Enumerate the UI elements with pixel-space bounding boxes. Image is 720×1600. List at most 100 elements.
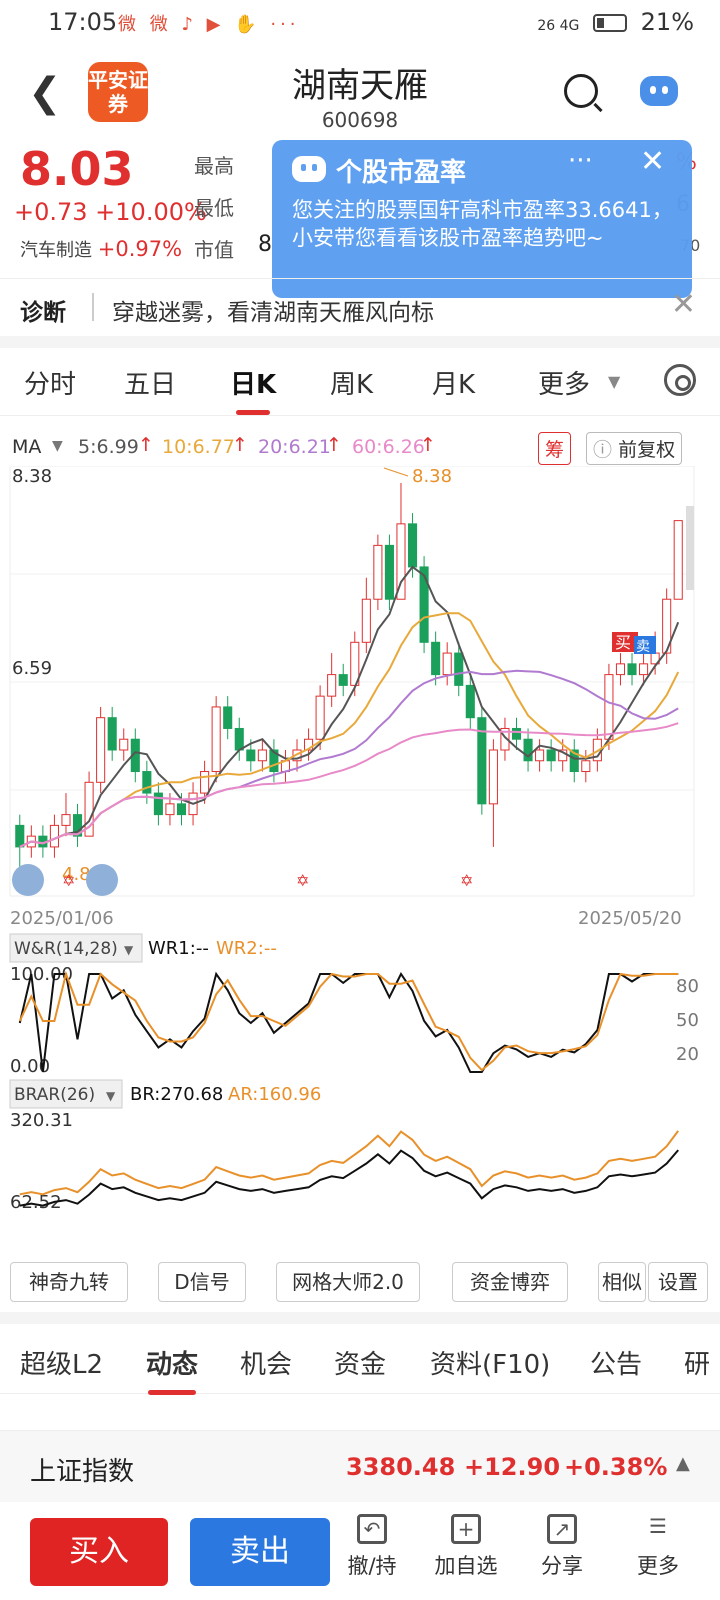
adjust-button[interactable]: ⓘ 前复权 (586, 432, 683, 465)
candle (15, 824, 25, 848)
ar-line (19, 1130, 679, 1196)
cancel-hold-button[interactable]: ↶ 撤/持 (332, 1514, 412, 1580)
candle (511, 727, 522, 740)
tab-research[interactable]: 研 (684, 1350, 711, 1380)
divider (92, 293, 94, 321)
cancel-hold-label: 撤/持 (347, 1554, 397, 1578)
up-arrow-icon: ↑ (232, 434, 248, 456)
candle (211, 706, 221, 773)
main-chart-frame (9, 466, 695, 897)
chart-scrollbar[interactable] (686, 506, 694, 590)
star-icon: ✡ (460, 871, 473, 890)
sell-tag-label: 卖 (636, 639, 650, 655)
diagnosis-close-button[interactable]: ✕ (670, 287, 696, 322)
diagnosis-text: 穿越迷雾，看清湖南天雁风向标 (112, 300, 434, 326)
trade-action-bar: 买入 卖出 ↶ 撤/持 + 加自选 ↗ 分享 ☰ 更多 (0, 1502, 720, 1600)
robot-icon (292, 156, 326, 182)
more-button[interactable]: ☰ 更多 (618, 1514, 698, 1580)
add-watchlist-button[interactable]: + 加自选 (426, 1514, 506, 1580)
tool-d-signal[interactable]: D信号 (158, 1262, 246, 1302)
candle (107, 717, 117, 751)
up-arrow-icon: ↑ (138, 434, 154, 456)
brar-bottom-label: 62.52 (10, 1192, 62, 1213)
wr-bottom-label: 0.00 (10, 1056, 50, 1077)
gear-icon[interactable] (664, 364, 696, 396)
tab-news[interactable]: 动态 (146, 1344, 198, 1395)
last-price: 8.03 (20, 142, 134, 196)
share-button[interactable]: ↗ 分享 (522, 1514, 602, 1580)
candle (454, 652, 464, 686)
ma5-value: 5:6.99 (78, 436, 139, 458)
quote-panel: 8.03 +0.73 +10.00% 汽车制造 +0.97% 最高 最低 市值 … (0, 140, 720, 276)
popup-more-button[interactable]: ··· (568, 146, 593, 176)
battery-icon (593, 14, 628, 32)
ma-lines-group (19, 565, 680, 848)
wr1-value: WR1:-- (148, 938, 209, 959)
chip-button[interactable]: 筹 (538, 432, 572, 465)
low-label: 最低 (194, 196, 234, 220)
assistant-robot-icon[interactable] (640, 76, 678, 106)
tab-weekly-k[interactable]: 周K (330, 370, 374, 400)
sector-change: +0.97% (97, 237, 183, 261)
tab-f10[interactable]: 资料(F10) (430, 1350, 551, 1380)
candle (673, 520, 683, 600)
star-icon: ✡ (296, 871, 309, 890)
y-mid-label: 6.59 (12, 658, 52, 679)
tool-capital-game[interactable]: 资金博弈 (452, 1262, 568, 1302)
tab-five-day[interactable]: 五日 (124, 370, 177, 400)
back-icon[interactable]: ❮ (28, 70, 62, 116)
tab-monthly-k[interactable]: 月K (432, 370, 476, 400)
brar-selector[interactable] (9, 1079, 123, 1109)
tool-similar[interactable]: 相似 (598, 1262, 646, 1302)
index-ticker[interactable]: 上证指数 3380.48 +12.90 +0.38% ▲ (0, 1430, 720, 1502)
wr-label: W&R(14,28) (14, 939, 118, 959)
more-label: 更多 (637, 1554, 679, 1578)
kline-chart[interactable]: 8.38 6.59 8.38 4.81 ✡ ✡ ✡ 买 卖 2025/01/06… (0, 466, 720, 1256)
ma5-line (19, 565, 680, 848)
candle (384, 544, 394, 600)
tool-settings[interactable]: 设置 (648, 1262, 708, 1302)
ma-label[interactable]: MA (12, 436, 42, 458)
tab-capital[interactable]: 资金 (334, 1350, 387, 1380)
candle (615, 663, 626, 676)
candle (604, 674, 614, 740)
tab-opportunity[interactable]: 机会 (240, 1350, 293, 1380)
pe-ratio-popup[interactable]: 个股市盈率 ··· ✕ 您关注的股票国轩高科市盈率33.6641，小安带您看看该… (272, 140, 692, 298)
tab-daily-k[interactable]: 日K (230, 364, 276, 415)
price-change: +0.73 +10.00% (14, 198, 207, 226)
y-max-label: 8.38 (12, 466, 52, 487)
candle (500, 727, 510, 751)
candle (569, 749, 579, 773)
chevron-down-icon[interactable]: ▼ (52, 438, 63, 454)
search-icon[interactable] (564, 74, 598, 108)
popup-close-button[interactable]: ✕ (640, 144, 666, 179)
br-value: BR:270.68 (130, 1084, 223, 1105)
candle (96, 717, 106, 783)
diagnosis-bar[interactable]: 诊断 穿越迷雾，看清湖南天雁风向标 ✕ (0, 278, 720, 336)
expand-left-icon[interactable] (12, 864, 44, 896)
candle (176, 803, 187, 816)
candle (234, 727, 244, 751)
fullscreen-icon[interactable] (86, 864, 118, 896)
tab-intraday[interactable]: 分时 (24, 370, 77, 400)
index-name: 上证指数 (30, 1457, 135, 1487)
chevron-down-icon[interactable]: ▼ (608, 372, 621, 391)
tab-super-l2[interactable]: 超级L2 (20, 1350, 104, 1380)
buy-button[interactable]: 买入 (30, 1518, 168, 1586)
candle (407, 523, 418, 568)
tool-grid-master[interactable]: 网格大师2.0 (276, 1262, 420, 1302)
sell-button[interactable]: 卖出 (190, 1518, 330, 1586)
candle (419, 566, 429, 643)
tab-announcements[interactable]: 公告 (590, 1350, 643, 1380)
tool-nine-turn[interactable]: 神奇九转 (10, 1262, 128, 1302)
sector-info[interactable]: 汽车制造 +0.97% (20, 236, 182, 262)
candle (442, 652, 452, 676)
cap-value: 8 (258, 232, 272, 257)
chevron-up-icon[interactable]: ▲ (676, 1453, 690, 1474)
stock-code: 600698 (321, 108, 399, 132)
wr-selector[interactable] (9, 933, 143, 963)
chevron-down-icon: ▼ (124, 943, 134, 957)
status-right: 26 4G 21% (537, 8, 694, 36)
sell-tag (634, 636, 656, 654)
tab-more[interactable]: 更多 (538, 370, 591, 400)
